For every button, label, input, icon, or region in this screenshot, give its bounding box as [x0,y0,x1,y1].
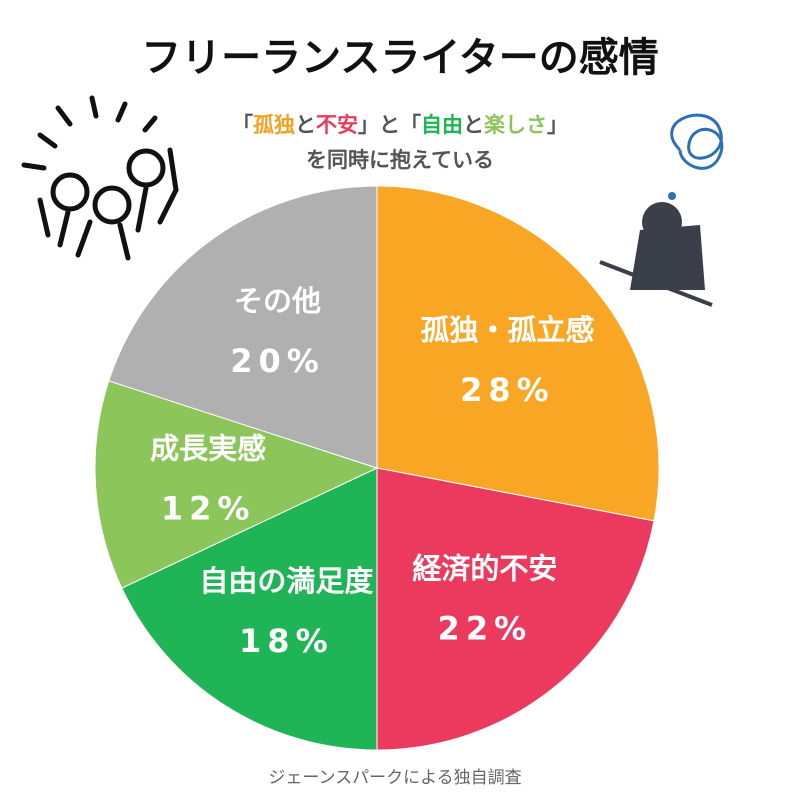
subtitle-part: 孤独 [253,113,295,137]
pie: 孤独・孤立感 28% 経済的不安 22% 自由の満足度 18% 成長実感 12% その他 20% [94,185,660,751]
cheering-illustration [21,95,179,261]
slice-label: 自由の満足度 [199,564,373,598]
slice-label: 成長実感 [150,432,266,466]
subtitle-part: 「 [232,113,253,137]
value-label: 22% [438,609,533,647]
subtitle-part: 自由 [421,113,463,137]
chart-title: フリーランスライターの感情 [141,35,659,81]
pie-slice [376,467,655,751]
subtitle-part: と [463,113,484,137]
value-label: 18% [239,622,334,660]
pie-slice [376,185,660,522]
source: ジェーンスパークによる独自調査 [268,768,521,788]
subtitle-part: と [295,113,316,137]
pie-slice [94,380,379,589]
slice-label: その他 [234,284,321,318]
subtitle: 「孤独と不安」と「自由と楽しさ」 [232,113,568,137]
value-label: 20% [230,342,325,380]
pie-slice [108,185,378,469]
value-label: 12% [161,490,256,528]
subtitle-part: 楽しさ [484,113,547,137]
value-label: 28% [460,371,555,409]
subtitle-line: を同時に抱えている [306,148,494,172]
slice-label: 経済的不安 [412,551,557,585]
sad-illustration [599,113,724,307]
pie-slice [121,467,378,751]
subtitle-part: 」 [547,113,568,137]
slice-label: 孤独・孤立感 [420,313,594,347]
subtitle-part: 不安 [316,113,358,137]
subtitle-part: 」と「 [358,113,421,137]
